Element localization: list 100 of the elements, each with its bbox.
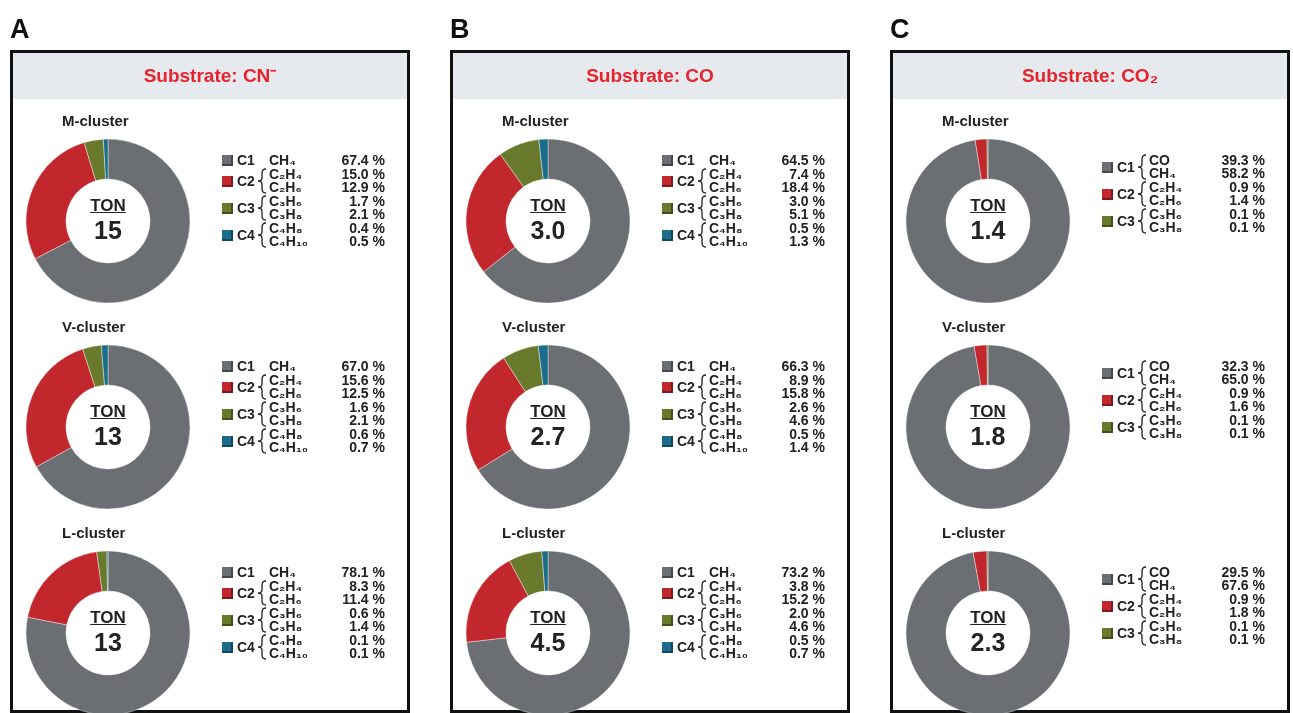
text: 15.0 % xyxy=(341,166,385,182)
text: C₄H₈ xyxy=(709,220,743,236)
text: C₂H₄ xyxy=(709,166,743,182)
legend-label: C3 xyxy=(677,611,696,628)
text: C₃H₈ xyxy=(709,206,743,222)
legend-label: C3 xyxy=(237,611,256,628)
text: TON xyxy=(969,608,1007,628)
text: C₃H₆ xyxy=(269,605,303,621)
text: 1.8 xyxy=(969,422,1007,450)
chart-title: M-cluster xyxy=(502,112,569,129)
legend-label: C2 xyxy=(677,584,696,601)
text: 66.3 % xyxy=(781,358,825,374)
text: 1.3 % xyxy=(789,233,825,249)
text: 0.1 % xyxy=(1229,425,1265,441)
text: 67.0 % xyxy=(341,358,385,374)
text: C₄H₈ xyxy=(269,426,303,442)
text: 18.4 % xyxy=(781,179,825,195)
legend-label: C4 xyxy=(237,432,256,449)
text: B xyxy=(450,14,470,45)
legend-label: C3 xyxy=(1117,212,1136,229)
text: 0.5 % xyxy=(789,426,825,442)
text: 15.2 % xyxy=(781,591,825,607)
text: TON xyxy=(969,402,1007,422)
text: CH₄ xyxy=(269,358,296,374)
text: 13 xyxy=(93,422,123,450)
text: TON xyxy=(89,196,127,216)
legend-label: C4 xyxy=(237,638,256,655)
text: 67.6 % xyxy=(1221,577,1265,593)
text: TON xyxy=(969,196,1007,216)
legend-label: C3 xyxy=(237,199,256,216)
text: C₂H₄ xyxy=(709,578,743,594)
text: 1.4 % xyxy=(1229,192,1265,208)
text: CH₄ xyxy=(269,564,296,580)
text: C₃H₆ xyxy=(709,399,743,415)
text: C₂H₆ xyxy=(709,591,742,607)
text: 29.5 % xyxy=(1221,564,1265,580)
text: 8.9 % xyxy=(789,372,825,388)
legend-label: C1 xyxy=(237,152,256,168)
text: 58.2 % xyxy=(1221,165,1265,181)
text: CH₄ xyxy=(709,152,736,168)
legend-label: C3 xyxy=(1117,418,1136,435)
legend-label: C3 xyxy=(237,405,256,422)
legend-label: C2 xyxy=(237,378,256,395)
chart-title: L-cluster xyxy=(62,524,126,541)
text: CH₄ xyxy=(1149,165,1176,181)
text: C₄H₁₀ xyxy=(709,645,748,661)
text: C₃H₈ xyxy=(269,412,303,428)
text: C₂H₆ xyxy=(1149,398,1182,414)
legend-label: C4 xyxy=(677,226,696,243)
text: 3.0 xyxy=(529,216,567,244)
text: CH₄ xyxy=(709,358,736,374)
text: 0.7 % xyxy=(789,645,825,661)
chart-title: L-cluster xyxy=(942,524,1006,541)
text: 0.1 % xyxy=(349,645,385,661)
text: 0.9 % xyxy=(1229,591,1265,607)
text: 1.4 xyxy=(969,216,1007,244)
text: 0.1 % xyxy=(1229,206,1265,222)
text: C xyxy=(890,14,910,45)
text: 0.6 % xyxy=(349,426,385,442)
text: 64.5 % xyxy=(781,152,825,168)
text: C₃H₈ xyxy=(1149,425,1183,441)
text: CH₄ xyxy=(269,152,296,168)
text: C₄H₁₀ xyxy=(269,439,308,455)
text: C₂H₄ xyxy=(269,578,303,594)
text: 0.1 % xyxy=(349,632,385,648)
text: 2.6 % xyxy=(789,399,825,415)
text: 67.4 % xyxy=(341,152,385,168)
legend-label: C4 xyxy=(677,432,696,449)
text: CH₄ xyxy=(1149,577,1176,593)
text: 1.4 % xyxy=(349,618,385,634)
text: CO xyxy=(1149,152,1170,168)
text: CO xyxy=(1149,358,1170,374)
text: 0.1 % xyxy=(1229,618,1265,634)
legend-label: C1 xyxy=(677,152,696,168)
legend-label: C1 xyxy=(677,564,696,580)
text: C₂H₆ xyxy=(269,179,302,195)
text: TON xyxy=(529,196,567,216)
text: 4.5 xyxy=(529,628,567,656)
text: C₃H₈ xyxy=(709,412,743,428)
text: C₂H₆ xyxy=(709,385,742,401)
legend-label: C1 xyxy=(237,358,256,374)
text: TON xyxy=(89,402,127,422)
text: CO xyxy=(1149,564,1170,580)
chart-subtitle: Substrate: CO₂ xyxy=(893,53,1287,99)
chart-title: V-cluster xyxy=(502,318,566,335)
legend-label: C2 xyxy=(677,172,696,189)
text: C₂H₆ xyxy=(269,385,302,401)
text: 0.1 % xyxy=(1229,219,1265,235)
text: 2.0 % xyxy=(789,605,825,621)
text: 15 xyxy=(93,216,123,244)
text: C₃H₈ xyxy=(269,206,303,222)
legend-label: C2 xyxy=(237,584,256,601)
text: 2.7 xyxy=(529,422,567,450)
legend-label: C1 xyxy=(237,564,256,580)
text: 1.7 % xyxy=(349,193,385,209)
legend-label: C1 xyxy=(1117,570,1136,587)
text: C₂H₄ xyxy=(709,372,743,388)
text: 0.5 % xyxy=(349,233,385,249)
text: TON xyxy=(529,608,567,628)
text: C₄H₁₀ xyxy=(709,233,748,249)
